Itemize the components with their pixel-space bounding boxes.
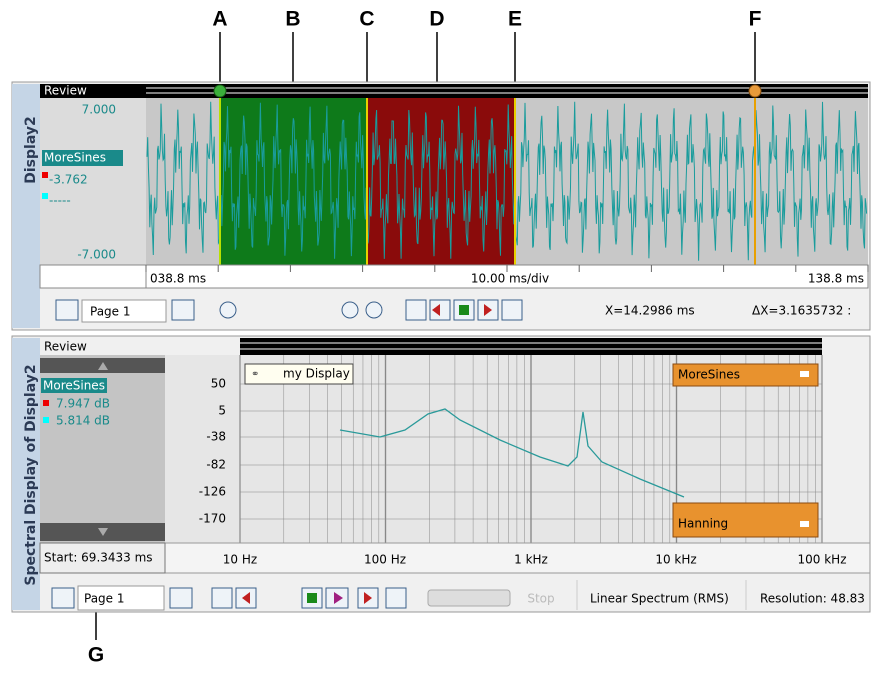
x-label: 1 kHz xyxy=(514,553,548,567)
x-axis xyxy=(39,264,869,289)
button[interactable] xyxy=(211,587,233,609)
y-label: -170 xyxy=(199,512,226,526)
resolution: Resolution: 48.83 xyxy=(760,592,865,606)
x-end: 138.8 ms xyxy=(808,272,864,286)
tab[interactable] xyxy=(12,338,40,610)
y-max: 7.000 xyxy=(82,103,116,117)
channel[interactable]: MoreSines xyxy=(43,379,105,393)
channel[interactable]: MoreSines xyxy=(44,151,106,165)
window-tag[interactable] xyxy=(672,502,819,538)
dx-readout: ΔX=3.1635732 : xyxy=(752,304,851,318)
cursor-value: ----- xyxy=(49,194,71,208)
cursor-marker[interactable] xyxy=(748,84,762,98)
x-start: 038.8 ms xyxy=(150,272,206,286)
tab[interactable] xyxy=(12,84,40,328)
mode-label: Review xyxy=(44,84,87,98)
waveform xyxy=(146,101,868,261)
x-readout: X=14.2986 ms xyxy=(605,304,695,318)
toolbar xyxy=(51,580,747,611)
y-label: -38 xyxy=(206,430,226,444)
callout: A xyxy=(212,8,227,31)
callout: C xyxy=(359,8,374,31)
channel-tag[interactable] xyxy=(672,363,819,387)
button[interactable] xyxy=(405,299,427,321)
display-name-box xyxy=(244,363,354,385)
svg-text:⚭: ⚭ xyxy=(251,369,259,380)
progress-bar xyxy=(427,589,511,607)
callout: D xyxy=(429,8,444,31)
cursor-marker[interactable] xyxy=(213,84,227,98)
waveform-trace xyxy=(146,101,868,261)
y-label: 5 xyxy=(218,404,226,418)
button[interactable] xyxy=(385,587,407,609)
button[interactable] xyxy=(51,587,75,609)
start: Start: 69.3433 ms xyxy=(44,551,153,565)
tab-label: Display2 xyxy=(23,116,39,183)
display-name: my Display xyxy=(283,367,350,381)
button[interactable] xyxy=(219,301,237,319)
y-label: -82 xyxy=(206,458,226,472)
button[interactable] xyxy=(341,301,359,319)
toolbar xyxy=(55,299,523,323)
window-tag-label: Hanning xyxy=(678,517,728,531)
stop-button[interactable]: Stop xyxy=(527,592,554,606)
page-field[interactable] xyxy=(77,585,165,611)
callout: B xyxy=(285,8,300,31)
y-label: -126 xyxy=(199,485,226,499)
y-min: -7.000 xyxy=(77,248,116,262)
y-label: 50 xyxy=(211,377,226,391)
tab-label: Spectral Display of Display2 xyxy=(23,364,39,585)
cursor-value: -3.762 xyxy=(49,173,88,187)
mode-label: Review xyxy=(44,340,87,354)
x-label: 100 kHz xyxy=(798,553,847,567)
x-label: 10 kHz xyxy=(655,553,696,567)
mode-bar xyxy=(40,84,146,98)
button[interactable] xyxy=(365,301,383,319)
page-label: Page 1 xyxy=(90,305,131,319)
button[interactable] xyxy=(171,299,195,321)
legend xyxy=(40,98,146,265)
x-label: 10 Hz xyxy=(223,553,257,567)
spectrum-curve xyxy=(339,408,685,498)
review-bar xyxy=(240,338,822,355)
page-label: Page 1 xyxy=(84,592,125,606)
page-field[interactable] xyxy=(81,299,167,323)
x-axis xyxy=(39,542,871,574)
button[interactable] xyxy=(169,587,193,609)
x-scale: 10.00 ms/div xyxy=(471,272,549,286)
channel-tag-label: MoreSines xyxy=(678,368,740,382)
value: 5.814 dB xyxy=(56,414,110,428)
selection-b xyxy=(220,98,367,265)
value: 7.947 dB xyxy=(56,397,110,411)
button[interactable] xyxy=(501,299,523,321)
x-label: 100 Hz xyxy=(364,553,406,567)
callout: G xyxy=(88,644,104,667)
button[interactable] xyxy=(55,299,79,321)
callout: E xyxy=(508,8,522,31)
callout: F xyxy=(749,8,762,31)
spectrum-type[interactable]: Linear Spectrum (RMS) xyxy=(590,592,729,606)
